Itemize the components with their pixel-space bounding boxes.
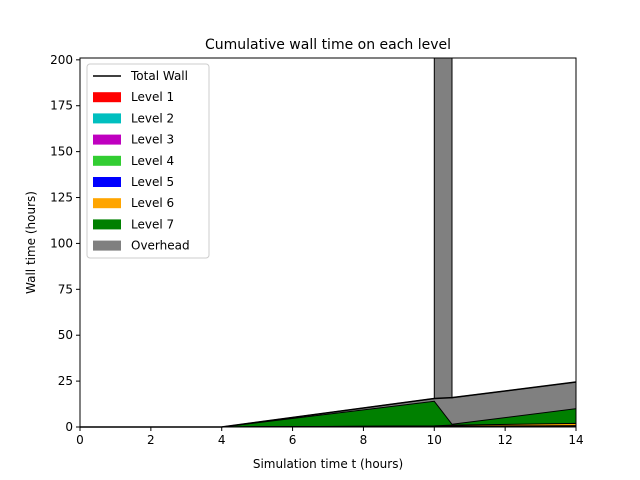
- x-tick-label: 6: [289, 433, 297, 447]
- legend-label-level-3: Level 3: [131, 133, 174, 147]
- legend-label-total-wall: Total Wall: [130, 69, 188, 83]
- plot-frame: [79, 57, 577, 428]
- x-axis-ticks: 0 2 4 6 8 10 12 14: [76, 427, 584, 447]
- legend: Total Wall Level 1 Level 2 Level 3 Level 4 Le…: [86, 63, 210, 259]
- legend-label-level-6: Level 6: [131, 196, 174, 210]
- legend-label-level-4: Level 4: [131, 154, 174, 168]
- legend-swatch-level-7: [93, 219, 121, 230]
- y-axis-label: Wall time (hours): [24, 191, 38, 294]
- y-tick-label: 75: [58, 282, 73, 296]
- x-tick-label: 0: [76, 433, 84, 447]
- y-tick-label: 175: [50, 99, 73, 113]
- legend-box: [86, 63, 210, 259]
- legend-swatch-overhead: [93, 240, 121, 251]
- legend-swatch-level-5: [93, 177, 121, 187]
- legend-swatch-level-1: [93, 92, 121, 103]
- x-tick-label: 12: [498, 433, 513, 447]
- x-tick-label: 10: [427, 433, 442, 447]
- y-tick-label: 50: [58, 328, 73, 342]
- y-tick-label: 150: [50, 145, 73, 159]
- legend-swatch-level-4: [93, 155, 121, 166]
- x-tick-label: 14: [568, 433, 583, 447]
- x-tick-label: 4: [218, 433, 226, 447]
- legend-swatch-level-3: [93, 134, 121, 145]
- y-axis-ticks: 0 25 50 75 100 125 150 175 200: [50, 53, 80, 434]
- chart-title: Cumulative wall time on each level: [205, 37, 451, 53]
- x-tick-label: 8: [360, 433, 368, 447]
- legend-swatch-level-2: [93, 113, 121, 124]
- legend-label-level-2: Level 2: [131, 111, 174, 125]
- legend-label-level-7: Level 7: [131, 217, 174, 231]
- y-tick-label: 125: [50, 191, 73, 205]
- y-tick-label: 0: [65, 420, 73, 434]
- legend-label-level-1: Level 1: [131, 90, 174, 104]
- legend-swatch-level-6: [93, 198, 121, 209]
- x-tick-label: 2: [147, 433, 155, 447]
- y-tick-label: 25: [58, 374, 73, 388]
- x-axis-label: Simulation time t (hours): [253, 457, 403, 471]
- y-tick-label: 200: [50, 53, 73, 67]
- y-tick-label: 100: [50, 236, 73, 250]
- legend-label-level-5: Level 5: [131, 175, 174, 189]
- legend-label-overhead: Overhead: [131, 239, 190, 253]
